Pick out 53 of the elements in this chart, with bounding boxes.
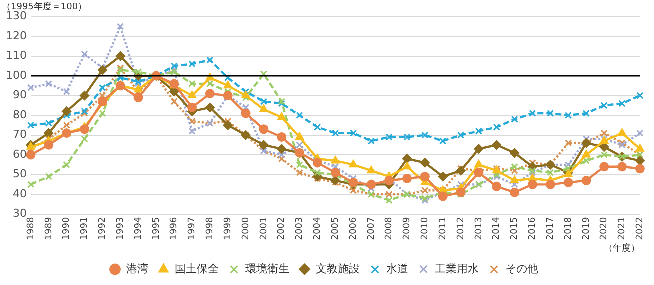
x-tick-label: 1996 (170, 217, 180, 240)
x-tick-label: 2009 (402, 217, 413, 240)
x-tick-label: 1994 (134, 217, 144, 240)
x-tick-label: 2013 (474, 217, 484, 240)
y-tick-label: 80 (12, 108, 27, 122)
legend-label: 港湾 (126, 262, 148, 276)
x-tick-label: 2019 (582, 217, 592, 240)
legend-label: 文教施設 (316, 262, 360, 276)
legend-label: その他 (505, 262, 538, 276)
x-tick-label: 2006 (348, 217, 359, 240)
x-tick-label: 2022 (636, 217, 646, 240)
x-tick-label: 2007 (366, 217, 377, 240)
x-tick-label: 2011 (438, 217, 448, 240)
x-tick-label: 2015 (510, 217, 520, 240)
y-tick-label: 30 (12, 207, 27, 220)
y-tick-label: 50 (12, 168, 27, 181)
legend-label: 工業用水 (434, 262, 479, 276)
x-tick-label: 2021 (618, 217, 628, 240)
x-tick-label: 1989 (44, 217, 54, 240)
y-tick-label: 70 (12, 128, 27, 142)
x-tick-label: 2002 (277, 217, 288, 240)
y-tick-label: 110 (6, 49, 27, 62)
x-tick-label: 2000 (241, 217, 252, 240)
legend-label: 国土保全 (174, 262, 219, 276)
x-tick-label: 1995 (152, 217, 162, 240)
y-tick-label: 40 (12, 187, 27, 200)
x-tick-label: 2012 (456, 217, 466, 240)
x-tick-label: 1993 (116, 217, 126, 240)
x-tick-label: 1990 (62, 217, 72, 240)
x-tick-label: 1991 (80, 217, 90, 240)
x-tick-label: 1992 (98, 217, 108, 240)
x-tick-label: 2004 (313, 217, 324, 240)
x-tick-label: 2005 (330, 217, 341, 240)
x-tick-label: 2003 (295, 217, 306, 240)
y-tick-label: 90 (12, 88, 27, 102)
x-tick-label: 2016 (528, 217, 538, 240)
x-tick-label: 2010 (420, 217, 431, 240)
x-tick-label: 2020 (600, 217, 610, 240)
legend-label: 水道 (386, 262, 408, 276)
legend-label: 環境衛生 (245, 262, 290, 276)
x-tick-label: 2018 (564, 217, 574, 240)
y-tick-label: 60 (12, 148, 27, 161)
x-tick-label: 1998 (206, 217, 216, 240)
x-tick-label: 1999 (223, 217, 234, 240)
x-tick-label: 1988 (26, 217, 36, 240)
x-tick-label: 2001 (259, 217, 270, 240)
x-tick-label: 2014 (492, 217, 502, 240)
x-axis-title: （年度） (604, 242, 640, 254)
x-tick-label: 1997 (188, 217, 198, 240)
y-tick-label: 100 (6, 68, 27, 82)
x-tick-label: 2017 (546, 217, 556, 240)
x-tick-label: 2008 (384, 217, 395, 240)
y-tick-label: 120 (6, 29, 27, 42)
